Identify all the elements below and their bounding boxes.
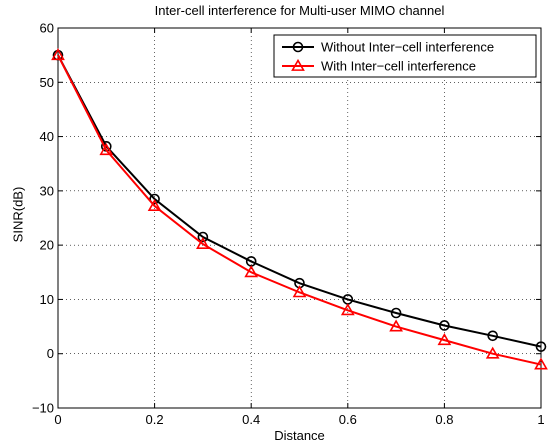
x-tick-label: 0.2 bbox=[146, 412, 164, 427]
legend: Without Inter−cell interference With Inte… bbox=[273, 34, 537, 78]
y-tick-label: 40 bbox=[40, 129, 54, 144]
y-tick-label: 50 bbox=[40, 75, 54, 90]
y-tick-label: 30 bbox=[40, 183, 54, 198]
grid-lines bbox=[58, 28, 541, 408]
data-point bbox=[197, 231, 209, 243]
series-line bbox=[57, 54, 542, 366]
data-point bbox=[99, 143, 114, 156]
data-point bbox=[244, 265, 259, 278]
x-tick-label: 0.4 bbox=[242, 412, 260, 427]
x-tick-label: 0.6 bbox=[339, 412, 357, 427]
legend-marker bbox=[291, 58, 305, 71]
axes-frame bbox=[57, 27, 542, 409]
y-tick-label: 20 bbox=[40, 238, 54, 253]
x-axis-label: Distance bbox=[274, 428, 325, 443]
chart-title: Inter-cell interference for Multi-user M… bbox=[154, 3, 445, 18]
y-tick-label: 10 bbox=[40, 292, 54, 307]
data-point bbox=[390, 307, 402, 319]
data-point bbox=[439, 320, 450, 331]
axes-box bbox=[57, 27, 542, 409]
data-point bbox=[437, 333, 452, 346]
x-tick-label: 0.8 bbox=[435, 412, 453, 427]
data-point bbox=[487, 330, 499, 342]
y-tick-label: 0 bbox=[47, 346, 54, 361]
data-point bbox=[534, 357, 548, 370]
legend-box bbox=[273, 34, 537, 78]
series-line bbox=[57, 54, 542, 348]
y-tick-label: −10 bbox=[32, 401, 54, 416]
data-point bbox=[389, 319, 403, 332]
data-point bbox=[340, 303, 355, 316]
series-1 bbox=[52, 49, 547, 352]
data-point bbox=[147, 198, 162, 211]
legend-label: With Inter−cell interference bbox=[321, 59, 476, 74]
legend-marker bbox=[292, 41, 304, 53]
x-tick-label: 1 bbox=[537, 412, 544, 427]
data-point bbox=[535, 341, 547, 352]
series-layer bbox=[51, 48, 548, 370]
data-point bbox=[51, 48, 65, 61]
y-axis-label: SINR(dB) bbox=[10, 186, 26, 243]
legend-label: Without Inter−cell interference bbox=[321, 40, 494, 55]
data-point bbox=[196, 236, 210, 249]
data-point bbox=[485, 346, 500, 359]
x-tick-label: 0 bbox=[54, 412, 61, 427]
data-point bbox=[292, 285, 307, 298]
y-tick-label: 60 bbox=[40, 21, 54, 36]
data-point bbox=[149, 193, 160, 205]
series-2 bbox=[51, 48, 548, 370]
